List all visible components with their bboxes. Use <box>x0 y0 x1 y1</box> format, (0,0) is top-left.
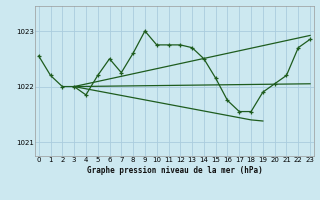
X-axis label: Graphe pression niveau de la mer (hPa): Graphe pression niveau de la mer (hPa) <box>86 166 262 175</box>
